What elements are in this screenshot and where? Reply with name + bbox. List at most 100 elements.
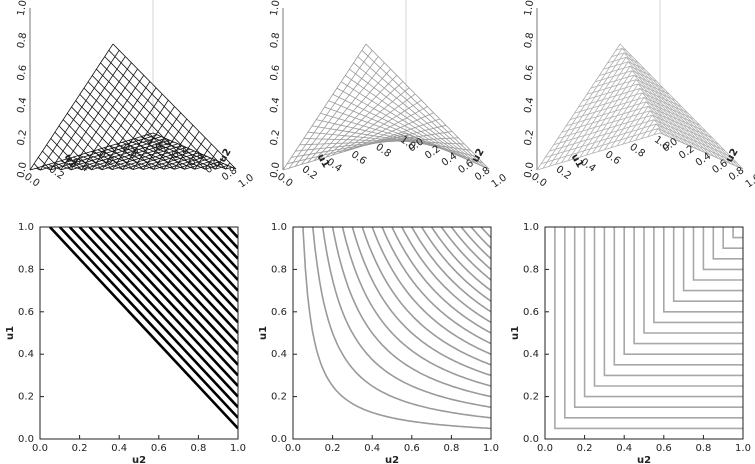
z-tick-label: 0.2 bbox=[523, 129, 537, 147]
x-tick-label: 0.4 bbox=[111, 443, 127, 454]
mesh-line-u2 bbox=[328, 100, 452, 154]
contour-line bbox=[702, 227, 743, 271]
x-tick-label: 0.6 bbox=[656, 443, 672, 454]
mesh-line-u2 bbox=[574, 92, 698, 150]
contour-line bbox=[207, 227, 238, 260]
mesh-line-u2 bbox=[79, 94, 203, 170]
mesh-line-u2 bbox=[108, 50, 232, 170]
x-tick-label: 0.2 bbox=[325, 443, 341, 454]
z-tick-label: 0.6 bbox=[523, 64, 537, 82]
y-tick-label: 0.6 bbox=[523, 307, 539, 318]
contour-line bbox=[411, 227, 491, 313]
contour-line bbox=[470, 227, 491, 249]
contour-line bbox=[583, 227, 743, 398]
mesh-line-u2 bbox=[96, 68, 220, 170]
y-tick-label: 0.2 bbox=[523, 392, 539, 403]
surface-plot-3: 0.00.20.40.60.81.00.0 0.2 0.4 0.6 0.8 1.00.00… bbox=[523, 0, 755, 190]
z-tick-label: 1.0 bbox=[16, 0, 30, 17]
contour-line bbox=[118, 227, 238, 356]
y-tick-label: 0.8 bbox=[523, 264, 539, 275]
contour-line bbox=[430, 227, 491, 292]
x-tick-label: 1.0 bbox=[483, 443, 499, 454]
y-tick-label: 0.8 bbox=[18, 264, 34, 275]
y-tick-label: 0.6 bbox=[271, 307, 287, 318]
contour-line bbox=[633, 227, 743, 345]
mesh-line-u2 bbox=[54, 131, 179, 171]
x-axis-label: u2 bbox=[132, 455, 146, 464]
contour-line bbox=[197, 227, 238, 271]
y-tick-label: 0.4 bbox=[271, 349, 287, 360]
contour-line bbox=[682, 227, 743, 292]
mesh-line-u2 bbox=[565, 101, 690, 146]
contour-line bbox=[321, 227, 491, 408]
surface-plot-2: 0.00.20.40.60.81.00.0 0.2 0.4 0.6 0.8 1.00.00… bbox=[269, 0, 509, 190]
u1-tick-label: 0.8 bbox=[373, 142, 392, 160]
contour-line bbox=[480, 227, 491, 239]
plot-frame bbox=[292, 226, 492, 440]
contour-line bbox=[554, 227, 743, 430]
x-tick-label: 0.4 bbox=[616, 443, 632, 454]
y-tick-label: 0.0 bbox=[271, 434, 287, 445]
z-tick-label: 0.6 bbox=[16, 64, 30, 82]
contour-lines bbox=[48, 227, 238, 430]
contour-line bbox=[351, 227, 491, 377]
contour-line bbox=[217, 227, 238, 250]
contour-line bbox=[712, 227, 743, 260]
contour-line bbox=[312, 227, 491, 419]
x-tick-label: 0.0 bbox=[537, 443, 553, 454]
mesh-line-u2 bbox=[83, 87, 208, 170]
mesh-line-u1 bbox=[555, 56, 639, 165]
mesh-line-u2 bbox=[607, 56, 731, 164]
mesh-line-u2 bbox=[599, 65, 723, 161]
mesh-line-u2 bbox=[75, 100, 199, 170]
y-tick-label: 0.0 bbox=[18, 434, 34, 445]
contour-line bbox=[48, 227, 238, 430]
contour-line bbox=[78, 227, 238, 398]
z-tick-label: 0.0 bbox=[523, 161, 537, 179]
mesh-line-u2 bbox=[46, 139, 170, 171]
y-tick-label: 0.4 bbox=[18, 349, 34, 360]
contour-line bbox=[108, 227, 238, 366]
z-tick-label: 0.4 bbox=[16, 96, 30, 114]
mesh-line-u2 bbox=[349, 68, 473, 163]
mesh-line-u2 bbox=[58, 125, 183, 171]
contour-line bbox=[603, 227, 743, 377]
mesh-line-u2 bbox=[112, 43, 237, 170]
contour-line bbox=[138, 227, 238, 334]
x-tick-label: 0.2 bbox=[72, 443, 88, 454]
mesh-line-u2 bbox=[320, 112, 444, 150]
y-tick-label: 0.8 bbox=[271, 264, 287, 275]
z-tick-label: 0.4 bbox=[269, 96, 283, 114]
mesh-line-u2 bbox=[553, 114, 677, 146]
contour-line bbox=[663, 227, 743, 313]
contour-line bbox=[371, 227, 491, 355]
contour-line bbox=[157, 227, 238, 313]
x-tick-label: 0.8 bbox=[695, 443, 711, 454]
mesh-line-u2 bbox=[536, 132, 661, 171]
z-tick-label: 0.8 bbox=[16, 32, 30, 50]
contour-line bbox=[564, 227, 743, 419]
contour-line bbox=[643, 227, 743, 334]
y-tick-label: 0.6 bbox=[18, 307, 34, 318]
x-tick-label: 0.2 bbox=[577, 443, 593, 454]
mesh-line-u2 bbox=[33, 134, 158, 171]
mesh-line-u2 bbox=[594, 70, 719, 159]
contour-line bbox=[68, 227, 238, 409]
contour-line bbox=[672, 227, 743, 302]
u1-tick-label: 0.2 bbox=[554, 164, 573, 182]
plot-frame bbox=[544, 226, 744, 440]
u2-tick-label: 1.0 bbox=[490, 172, 509, 190]
mesh-line-u2 bbox=[42, 138, 166, 171]
z-tick-label: 0.2 bbox=[16, 129, 30, 147]
contour-line bbox=[147, 227, 238, 324]
mesh-line-u2 bbox=[545, 123, 669, 158]
z-tick-label: 0.0 bbox=[269, 161, 283, 179]
mesh-line-u2 bbox=[340, 81, 465, 159]
mesh-line-u2 bbox=[62, 119, 187, 171]
mesh-line-u2 bbox=[100, 62, 224, 170]
mesh-line-u2 bbox=[582, 83, 706, 154]
mesh-line-u2 bbox=[353, 62, 477, 164]
mesh-line-u2 bbox=[557, 110, 682, 143]
contour-line bbox=[401, 227, 491, 324]
y-tick-label: 1.0 bbox=[271, 222, 287, 233]
